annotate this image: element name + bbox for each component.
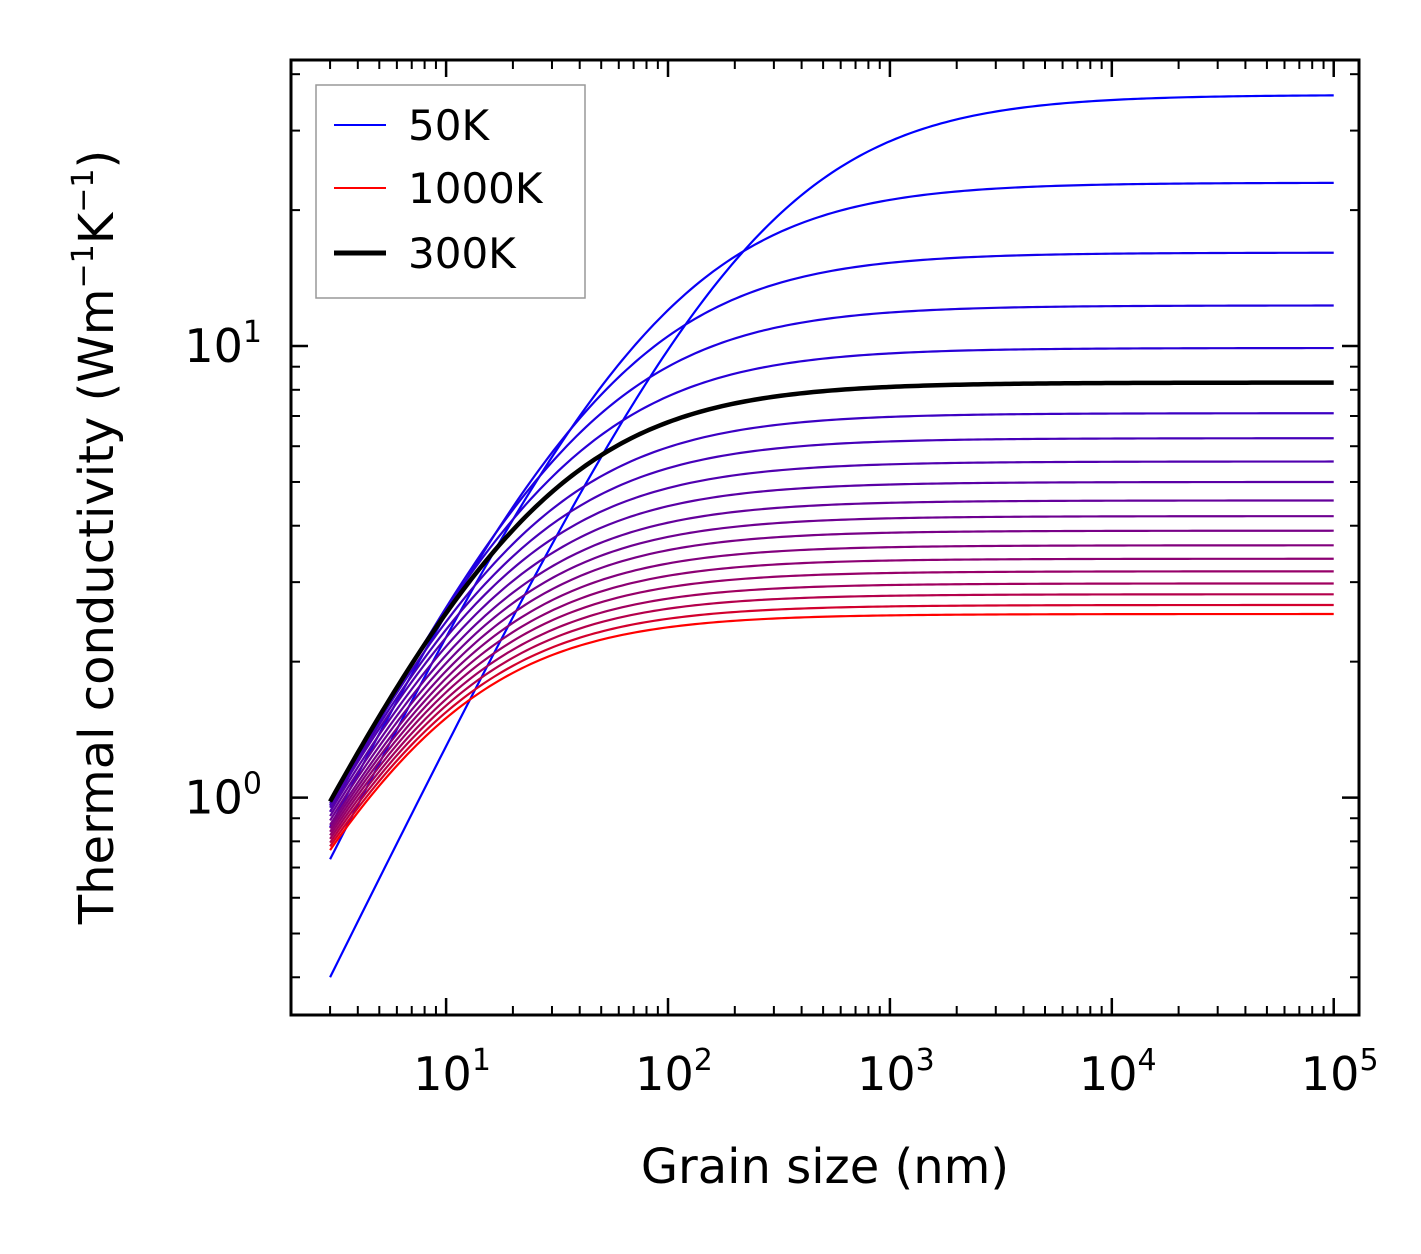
y-axis-label-suffix: ) — [69, 150, 125, 169]
series-line-850k — [329, 582, 1334, 840]
series-line-250k — [329, 346, 1334, 807]
x-tick-labels: 101 102 103 104 105 — [413, 1043, 1378, 1101]
series-line-300k — [328, 380, 1334, 803]
series-line-500k — [329, 480, 1334, 813]
legend-label-1000k: 1000K — [408, 164, 544, 213]
legend-label-300k: 300K — [408, 229, 517, 278]
y-axis-label: Thermal conductivity (Wm−1K−1) — [66, 150, 125, 925]
series-line-950k — [329, 603, 1334, 847]
x-axis-label: Grain size (nm) — [641, 1139, 1009, 1195]
series-line-150k — [329, 251, 1334, 828]
series-line-900k — [329, 593, 1334, 844]
major-ticks — [291, 60, 1359, 1015]
y-axis-label-mid: K — [69, 211, 125, 244]
series-line-50k — [329, 94, 1334, 978]
y-axis-label-prefix: Thermal conductivity (Wm — [69, 288, 125, 925]
series-line-400k — [329, 437, 1334, 807]
y-tick-label: 101 — [184, 315, 262, 373]
x-tick-label: 103 — [857, 1043, 935, 1101]
series-line-350k — [329, 412, 1334, 805]
y-axis-label-exp2: −1 — [66, 169, 101, 213]
x-tick-label: 104 — [1079, 1043, 1157, 1101]
series-line-650k — [329, 529, 1334, 826]
y-axis-label-exp1: −1 — [66, 244, 101, 288]
series-line-200k — [329, 304, 1334, 813]
x-tick-label: 102 — [635, 1043, 713, 1101]
legend-label-50k: 50K — [408, 101, 490, 150]
series-layer — [328, 94, 1334, 978]
legend: 50K 1000K 300K — [315, 84, 586, 299]
x-tick-label: 101 — [413, 1043, 491, 1101]
series-line-450k — [329, 460, 1334, 809]
series-line-700k — [329, 544, 1334, 829]
series-line-800k — [329, 570, 1334, 836]
plot-frame — [289, 58, 1361, 1017]
series-line-750k — [329, 557, 1334, 833]
legend-box — [315, 84, 586, 299]
y-tick-label: 100 — [184, 767, 262, 825]
series-line-550k — [329, 499, 1334, 817]
series-line-1000k — [329, 612, 1334, 851]
series-line-600k — [329, 515, 1334, 822]
x-tick-label: 105 — [1301, 1043, 1379, 1101]
y-tick-labels: 100 101 — [184, 315, 262, 825]
